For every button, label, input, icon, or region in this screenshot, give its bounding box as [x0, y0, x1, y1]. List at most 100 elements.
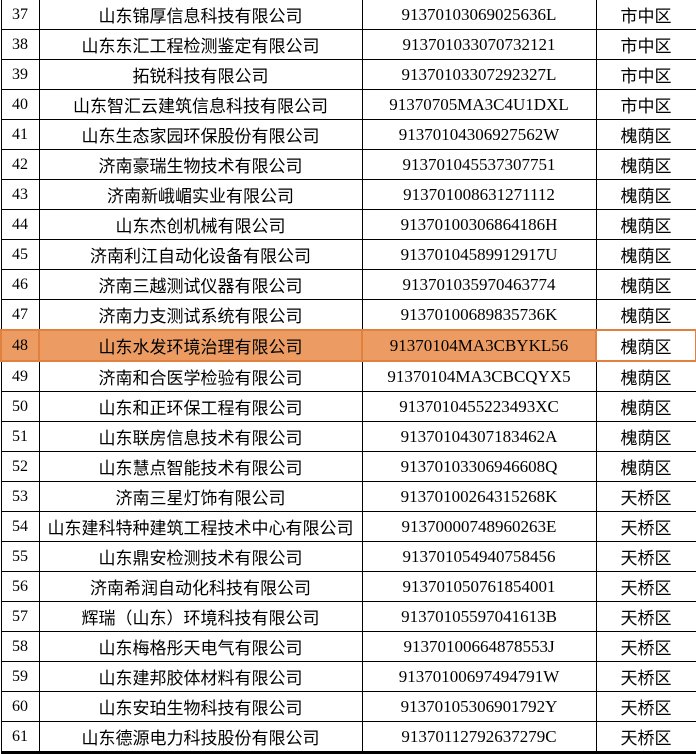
table-row: 53 济南三星灯饰有限公司 91370100264315268K 天桥区	[0, 481, 696, 512]
row-number: 38	[0, 29, 40, 60]
row-number: 39	[0, 59, 40, 90]
company-name: 山东梅格彤天电气有限公司	[38, 631, 363, 662]
row-number: 45	[0, 239, 40, 270]
district: 天桥区	[595, 631, 696, 662]
credit-code: 9137010455223493XC	[361, 391, 597, 422]
district: 槐荫区	[595, 329, 696, 362]
row-number: 53	[0, 481, 40, 512]
table-row: 59 山东建邦胶体材料有限公司 91370100697494791W 天桥区	[0, 661, 696, 692]
table-row: 39 拓锐科技有限公司 91370103307292327L 市中区	[0, 59, 696, 90]
table-row: 60 山东安珀生物科技有限公司 91370105306901792Y 天桥区	[0, 691, 696, 722]
credit-code: 91370100306864186H	[361, 209, 597, 240]
company-name: 山东东汇工程检测鉴定有限公司	[38, 29, 363, 60]
credit-code: 91370104MA3CBCQYX5	[361, 360, 597, 392]
row-number: 49	[0, 360, 40, 392]
row-number: 54	[0, 511, 40, 542]
company-name: 山东和正环保工程有限公司	[38, 391, 363, 422]
district: 市中区	[595, 0, 696, 30]
district: 槐荫区	[595, 149, 696, 180]
row-number: 47	[0, 299, 40, 331]
row-number: 46	[0, 269, 40, 300]
credit-code: 91370100664878553J	[361, 631, 597, 662]
credit-code: 913701035970463774	[361, 269, 597, 300]
company-name: 济南豪瑞生物技术有限公司	[38, 149, 363, 180]
table-row: 37 山东锦厚信息科技有限公司 91370103069025636L 市中区	[0, 0, 696, 30]
credit-code: 913701008631271112	[361, 179, 597, 210]
credit-code: 91370000748960263E	[361, 511, 597, 542]
row-number: 41	[0, 119, 40, 150]
company-name: 山东水发环境治理有限公司	[38, 329, 363, 362]
credit-code: 91370103307292327L	[361, 59, 597, 90]
table-row: 54 山东建科特种建筑工程技术中心有限公司 91370000748960263E…	[0, 511, 696, 542]
district: 槐荫区	[595, 360, 696, 392]
company-name: 山东慧点智能技术有限公司	[38, 451, 363, 482]
table-row: 48 山东水发环境治理有限公司 91370104MA3CBYKL56 槐荫区	[0, 329, 696, 362]
district: 天桥区	[595, 571, 696, 602]
district: 槐荫区	[595, 209, 696, 240]
credit-code: 913701054940758456	[361, 541, 597, 572]
district: 槐荫区	[595, 421, 696, 452]
company-name: 山东生态家园环保股份有限公司	[38, 119, 363, 150]
row-number: 37	[0, 0, 40, 30]
company-name: 拓锐科技有限公司	[38, 59, 363, 90]
row-number: 42	[0, 149, 40, 180]
company-name: 山东德源电力科技股份有限公司	[38, 721, 363, 754]
credit-code: 91370105597041613B	[361, 601, 597, 632]
table-row: 52 山东慧点智能技术有限公司 91370103306946608Q 槐荫区	[0, 451, 696, 482]
table-row: 55 山东鼎安检测技术有限公司 913701054940758456 天桥区	[0, 541, 696, 572]
district: 天桥区	[595, 661, 696, 692]
credit-code: 91370103069025636L	[361, 0, 597, 30]
row-number: 51	[0, 421, 40, 452]
row-number: 58	[0, 631, 40, 662]
company-name: 济南三星灯饰有限公司	[38, 481, 363, 512]
district: 天桥区	[595, 691, 696, 722]
row-number: 57	[0, 601, 40, 632]
credit-code: 91370105306901792Y	[361, 691, 597, 722]
company-name: 辉瑞（山东）环境科技有限公司	[38, 601, 363, 632]
table-row: 41 山东生态家园环保股份有限公司 91370104306927562W 槐荫区	[0, 119, 696, 150]
table-row: 57 辉瑞（山东）环境科技有限公司 91370105597041613B 天桥区	[0, 601, 696, 632]
table-row: 51 山东联房信息技术有限公司 91370104307183462A 槐荫区	[0, 421, 696, 452]
district: 槐荫区	[595, 391, 696, 422]
credit-code: 913701050761854001	[361, 571, 597, 602]
company-name: 山东建科特种建筑工程技术中心有限公司	[38, 511, 363, 542]
district: 槐荫区	[595, 239, 696, 270]
district: 槐荫区	[595, 299, 696, 331]
company-name: 济南希润自动化科技有限公司	[38, 571, 363, 602]
district: 天桥区	[595, 721, 696, 754]
company-name: 济南和合医学检验有限公司	[38, 360, 363, 392]
table-row: 43 济南新峨嵋实业有限公司 913701008631271112 槐荫区	[0, 179, 696, 210]
credit-code: 91370100697494791W	[361, 661, 597, 692]
district: 天桥区	[595, 601, 696, 632]
credit-code: 91370104307183462A	[361, 421, 597, 452]
company-name: 济南新峨嵋实业有限公司	[38, 179, 363, 210]
credit-code: 91370103306946608Q	[361, 451, 597, 482]
company-name: 济南三越测试仪器有限公司	[38, 269, 363, 300]
row-number: 40	[0, 89, 40, 120]
row-number: 50	[0, 391, 40, 422]
district: 市中区	[595, 89, 696, 120]
table-row: 58 山东梅格彤天电气有限公司 91370100664878553J 天桥区	[0, 631, 696, 662]
district: 天桥区	[595, 541, 696, 572]
company-name: 山东联房信息技术有限公司	[38, 421, 363, 452]
company-name: 济南利江自动化设备有限公司	[38, 239, 363, 270]
credit-code: 913701045537307751	[361, 149, 597, 180]
credit-code: 91370705MA3C4U1DXL	[361, 89, 597, 120]
district: 市中区	[595, 59, 696, 90]
row-number: 59	[0, 661, 40, 692]
table-row: 47 济南力支测试系统有限公司 91370100689835736K 槐荫区	[0, 299, 696, 331]
row-number: 61	[0, 721, 40, 754]
credit-code: 91370104306927562W	[361, 119, 597, 150]
district: 市中区	[595, 29, 696, 60]
table-row: 40 山东智汇云建筑信息科技有限公司 91370705MA3C4U1DXL 市中…	[0, 89, 696, 120]
table-row: 42 济南豪瑞生物技术有限公司 913701045537307751 槐荫区	[0, 149, 696, 180]
district: 槐荫区	[595, 269, 696, 300]
credit-code: 91370100264315268K	[361, 481, 597, 512]
row-number: 43	[0, 179, 40, 210]
row-number: 60	[0, 691, 40, 722]
table-row: 44 山东杰创机械有限公司 91370100306864186H 槐荫区	[0, 209, 696, 240]
district: 天桥区	[595, 481, 696, 512]
company-name: 山东杰创机械有限公司	[38, 209, 363, 240]
credit-code: 91370100689835736K	[361, 299, 597, 331]
